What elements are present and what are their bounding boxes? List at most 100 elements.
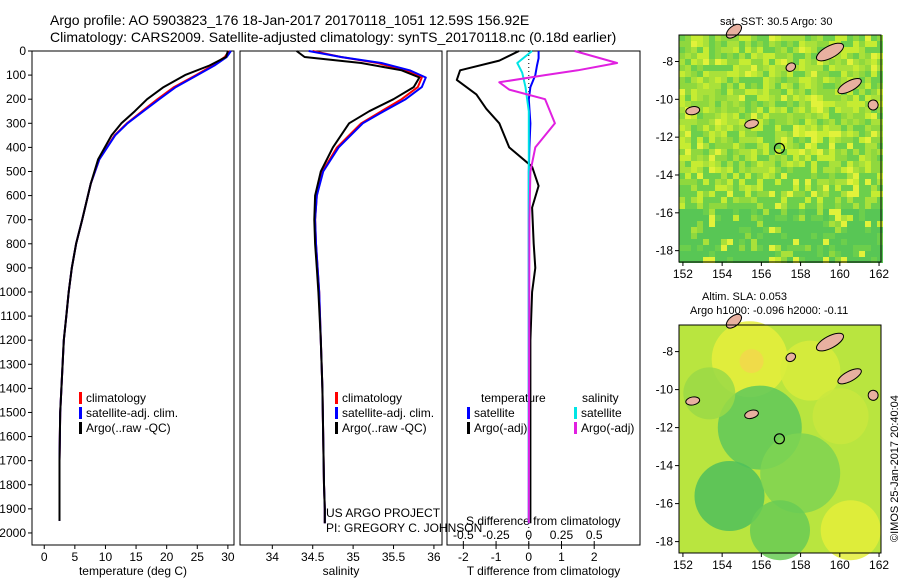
sst-cell bbox=[679, 155, 685, 161]
sst-cell bbox=[697, 239, 703, 245]
sst-cell bbox=[799, 101, 805, 107]
sla-map-title-1: Altim. SLA: 0.053 bbox=[702, 291, 787, 303]
sst-cell bbox=[817, 83, 823, 89]
y-tick-label: 800 bbox=[6, 237, 26, 251]
sst-cell bbox=[703, 95, 709, 101]
sst-cell bbox=[763, 155, 769, 161]
sst-cell bbox=[793, 125, 799, 131]
sst-cell bbox=[805, 245, 811, 251]
sst-cell bbox=[739, 167, 745, 173]
sst-cell bbox=[691, 83, 697, 89]
sst-cell bbox=[763, 257, 769, 263]
sst-cell bbox=[727, 83, 733, 89]
sst-cell bbox=[781, 185, 787, 191]
sst-cell bbox=[685, 53, 691, 59]
sst-cell bbox=[817, 215, 823, 221]
sst-cell bbox=[811, 227, 817, 233]
sst-cell bbox=[877, 161, 883, 167]
sst-cell bbox=[709, 257, 715, 263]
sst-cell bbox=[757, 107, 763, 113]
sst-cell bbox=[715, 149, 721, 155]
sst-cell bbox=[871, 59, 877, 65]
y-tick-label: 100 bbox=[6, 68, 26, 82]
sst-cell bbox=[685, 161, 691, 167]
x-tick-label: 35.5 bbox=[382, 550, 406, 564]
sst-cell bbox=[769, 203, 775, 209]
sst-cell bbox=[805, 101, 811, 107]
sst-cell bbox=[745, 65, 751, 71]
sst-cell bbox=[811, 185, 817, 191]
map-x-tick-label: 162 bbox=[869, 558, 889, 572]
sst-cell bbox=[871, 215, 877, 221]
sst-cell bbox=[829, 245, 835, 251]
sst-cell bbox=[745, 89, 751, 95]
sst-cell bbox=[865, 143, 871, 149]
sst-cell bbox=[679, 101, 685, 107]
sst-cell bbox=[847, 167, 853, 173]
sst-cell bbox=[751, 131, 757, 137]
sst-cell bbox=[757, 89, 763, 95]
sst-cell bbox=[763, 167, 769, 173]
sst-cell bbox=[877, 233, 883, 239]
sst-cell bbox=[817, 119, 823, 125]
sst-cell bbox=[853, 143, 859, 149]
x-tick-label: 30 bbox=[221, 550, 235, 564]
sst-cell bbox=[835, 251, 841, 257]
sst-cell bbox=[691, 53, 697, 59]
sst-cell bbox=[769, 209, 775, 215]
sst-cell bbox=[823, 197, 829, 203]
sst-cell bbox=[685, 119, 691, 125]
sst-cell bbox=[721, 257, 727, 263]
sst-cell bbox=[691, 65, 697, 71]
sst-cell bbox=[703, 41, 709, 47]
sst-cell bbox=[739, 125, 745, 131]
sst-cell bbox=[781, 161, 787, 167]
sst-cell bbox=[685, 257, 691, 263]
sst-cell bbox=[835, 197, 841, 203]
y-tick-label: 1800 bbox=[0, 478, 26, 492]
sst-cell bbox=[871, 83, 877, 89]
sst-cell bbox=[787, 167, 793, 173]
sst-cell bbox=[793, 257, 799, 263]
sst-cell bbox=[793, 203, 799, 209]
s-diff-label: S difference from climatology bbox=[466, 514, 621, 528]
sst-cell bbox=[727, 173, 733, 179]
sst-cell bbox=[727, 47, 733, 53]
sst-cell bbox=[697, 197, 703, 203]
sst-cell bbox=[853, 65, 859, 71]
sst-cell bbox=[835, 65, 841, 71]
sst-cell bbox=[859, 233, 865, 239]
sst-cell bbox=[775, 83, 781, 89]
sst-cell bbox=[763, 101, 769, 107]
y-tick-label: 400 bbox=[6, 140, 26, 154]
sst-cell bbox=[679, 197, 685, 203]
sst-cell bbox=[733, 197, 739, 203]
sst-cell bbox=[793, 65, 799, 71]
sst-cell bbox=[829, 149, 835, 155]
sst-cell bbox=[781, 173, 787, 179]
sst-cell bbox=[715, 215, 721, 221]
sst-cell bbox=[877, 83, 883, 89]
sst-cell bbox=[829, 119, 835, 125]
sst-cell bbox=[805, 227, 811, 233]
sst-cell bbox=[691, 89, 697, 95]
sst-cell bbox=[859, 179, 865, 185]
sst-cell bbox=[787, 95, 793, 101]
sst-cell bbox=[769, 89, 775, 95]
sst-cell bbox=[763, 203, 769, 209]
sst-cell bbox=[781, 113, 787, 119]
sst-cell bbox=[817, 35, 823, 41]
sst-cell bbox=[793, 215, 799, 221]
sst-cell bbox=[847, 143, 853, 149]
sst-cell bbox=[757, 65, 763, 71]
sst-cell bbox=[715, 251, 721, 257]
sst-cell bbox=[877, 209, 883, 215]
sst-cell bbox=[751, 155, 757, 161]
sst-cell bbox=[847, 41, 853, 47]
sst-cell bbox=[757, 149, 763, 155]
sst-map-title: sat. SST: 30.5 Argo: 30 bbox=[720, 16, 833, 28]
sst-cell bbox=[865, 53, 871, 59]
sst-cell bbox=[685, 65, 691, 71]
sst-cell bbox=[793, 137, 799, 143]
sst-cell bbox=[775, 203, 781, 209]
